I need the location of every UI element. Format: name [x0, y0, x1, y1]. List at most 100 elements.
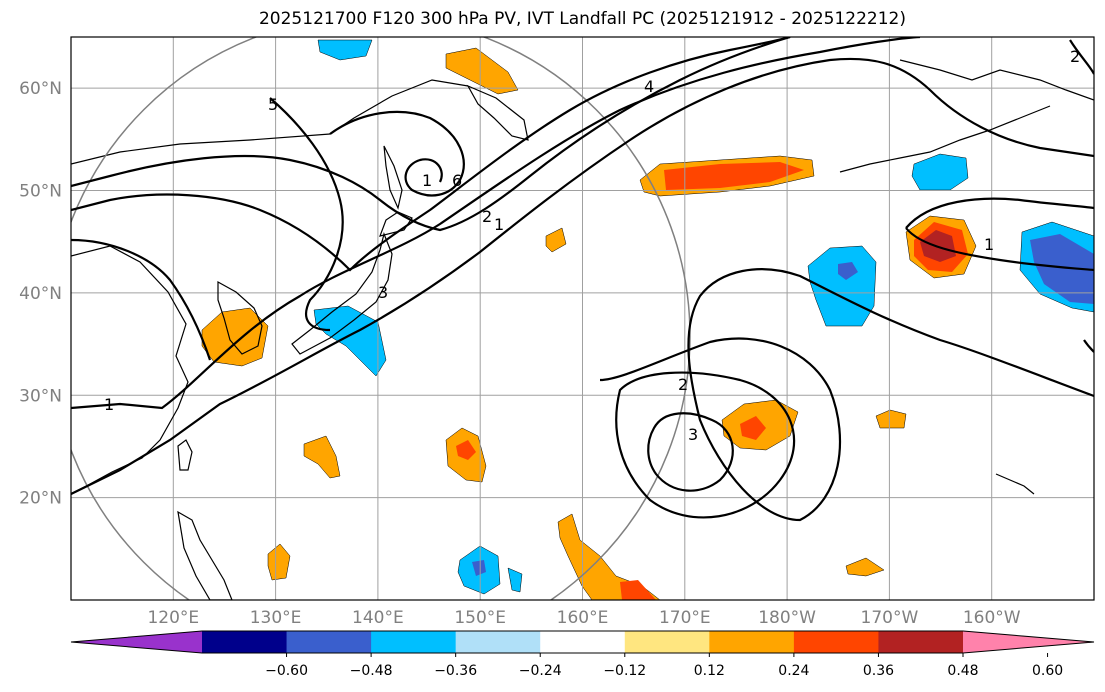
lon-label: 170°W: [861, 608, 919, 628]
pv-contour-label: 4: [644, 77, 654, 96]
colorbar-box: [540, 631, 626, 653]
lon-label: 180°W: [758, 608, 816, 628]
coast-philippines: [177, 510, 233, 600]
lat-label: 40°N: [19, 284, 62, 304]
pv-contour: [269, 97, 344, 332]
coast-taiwan: [177, 439, 193, 471]
pos-patch: [557, 513, 661, 600]
neg-patch: [472, 560, 486, 576]
pos-patch: [303, 435, 341, 479]
pos-patch: [845, 557, 885, 577]
pv-contour-label: 2: [1070, 47, 1080, 66]
pv-contour-label: 1: [494, 215, 504, 234]
pos-patch: [267, 543, 291, 581]
colorbar-extend-high: [963, 631, 1094, 653]
colorbar-box: [624, 631, 710, 653]
pv-contour-labels: 1 1 1 1 2 2 2 3 3 4 5 6: [104, 47, 1080, 444]
pos-patch: [740, 416, 766, 440]
lon-label: 140°E: [352, 608, 404, 628]
gridlines: [71, 37, 1094, 600]
landfall-region-circle: [71, 37, 691, 600]
coast-hawaii: [995, 473, 1035, 495]
pv-contour: [905, 227, 1094, 272]
pos-patch: [456, 440, 476, 460]
lat-label: 60°N: [19, 79, 62, 99]
pv-contour-label: 1: [422, 171, 432, 190]
pv-contour: [647, 412, 734, 492]
lon-label: 160°E: [557, 608, 609, 628]
colorbar-tick-label: 0.24: [778, 663, 809, 679]
colorbar-box: [371, 631, 457, 653]
pv-contour: [71, 37, 921, 410]
colorbar-box: [878, 631, 964, 653]
coast-aleutians: [839, 105, 1051, 173]
lat-label: 20°N: [19, 489, 62, 509]
colorbar-tick-label: 0.36: [863, 663, 894, 679]
pv-contour: [615, 371, 796, 519]
pos-patch: [545, 227, 567, 253]
colorbar-tick-label: 0.60: [1032, 663, 1063, 679]
map-frame: [70, 36, 1095, 601]
coast-korea: [217, 280, 263, 355]
latitude-labels: 20°N 30°N 40°N 50°N 60°N: [19, 79, 62, 508]
coast-asia-mainland: [71, 245, 189, 495]
neg-patch: [507, 567, 523, 593]
pv-contour-label: 3: [378, 283, 388, 302]
colorbar-outline: [70, 630, 1095, 654]
lon-label: 130°E: [250, 608, 302, 628]
colorbar-tick-label: −0.48: [350, 663, 393, 679]
pos-patch: [664, 162, 804, 190]
colorbar-tick-label: 0.12: [694, 663, 725, 679]
colorbar-tick-label: −0.60: [265, 663, 308, 679]
lon-label: 170°E: [659, 608, 711, 628]
lon-label: 150°E: [454, 608, 506, 628]
neg-patch: [911, 153, 969, 191]
pv-contour: [599, 268, 1094, 522]
pos-patch: [620, 580, 656, 600]
colorbar-tick-label: 0.48: [947, 663, 978, 679]
pv-contour-label: 2: [678, 375, 688, 394]
pv-contour: [71, 37, 791, 272]
pv-contour: [71, 238, 212, 361]
neg-patch: [1030, 234, 1094, 304]
colorbar-extend-low: [71, 631, 202, 653]
chart-title: 2025121700 F120 300 hPa PV, IVT Landfall…: [258, 9, 906, 29]
neg-patch: [838, 262, 858, 280]
lon-label: 120°E: [147, 608, 199, 628]
colorbar-tick-label: −0.36: [434, 663, 477, 679]
neg-patch: [317, 39, 373, 61]
pv-contour: [329, 110, 465, 197]
colorbar-box: [455, 631, 541, 653]
pv-contour-label: 1: [104, 395, 114, 414]
colorbar-box: [793, 631, 879, 653]
pv-contour-label: 2: [482, 207, 492, 226]
pv-contour: [71, 57, 1094, 495]
pos-patch: [875, 409, 907, 429]
lon-label: 160°W: [963, 608, 1021, 628]
coast-alaska: [899, 59, 1094, 101]
coastlines: [71, 59, 1094, 600]
pos-patch: [445, 47, 519, 95]
colorbar: −0.60 −0.48 −0.36 −0.24 −0.12 0.12 0.24 0.36 0.4…: [70, 630, 1095, 679]
colorbar-tick-label: −0.12: [603, 663, 646, 679]
colorbar-box: [286, 631, 372, 653]
colorbar-tick-label: −0.24: [519, 663, 562, 679]
coast-kamchatka: [466, 84, 529, 141]
pv-contour: [71, 37, 791, 232]
lat-label: 50°N: [19, 182, 62, 202]
pv-contour: [905, 197, 1094, 229]
pv-contour-label: 5: [268, 95, 278, 114]
coast-sakhalin: [383, 145, 403, 210]
map-content: 1 1 1 1 2 2 2 3 3 4 5 6: [71, 37, 1094, 600]
pv-contour-label: 1: [984, 235, 994, 254]
lat-label: 30°N: [19, 386, 62, 406]
pv-contours: [71, 37, 1094, 522]
coast-siberia: [71, 133, 331, 165]
colorbar-box: [709, 631, 795, 653]
pv-contour-label: 3: [688, 425, 698, 444]
pv-contour: [1069, 39, 1094, 75]
colorbar-box: [202, 631, 288, 653]
longitude-labels: 120°E 130°E 140°E 150°E 160°E 170°E 180°W 170°W…: [147, 608, 1020, 628]
pv-contour-label: 6: [452, 171, 462, 190]
